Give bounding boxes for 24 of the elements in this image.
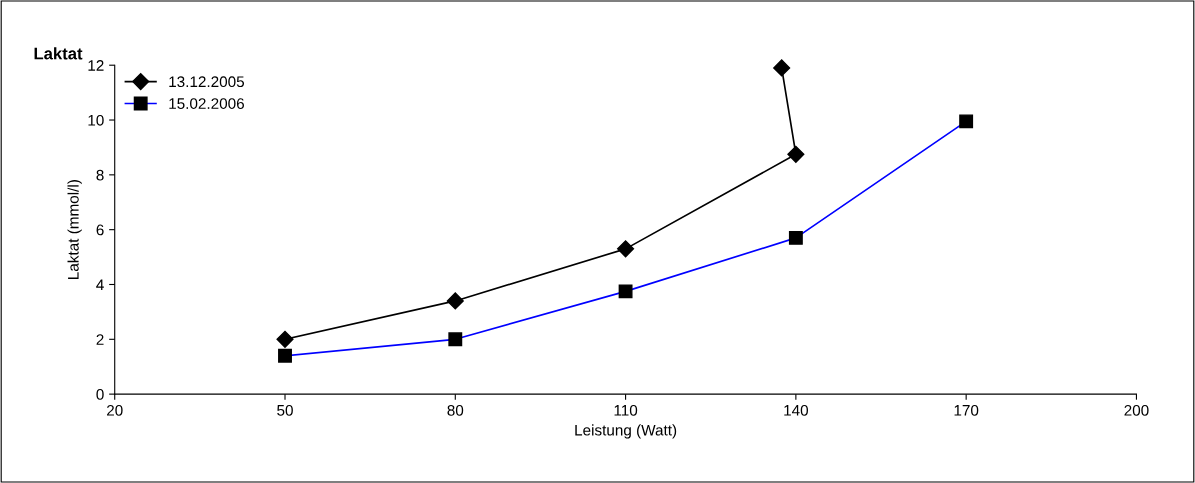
y-tick-label: 4 — [96, 279, 104, 291]
x-axis-title: Leistung (Watt) — [575, 424, 677, 439]
x-tick-label: 20 — [106, 404, 123, 416]
point — [276, 330, 294, 348]
point — [617, 240, 635, 258]
point — [787, 145, 805, 163]
point — [773, 59, 791, 77]
y-tick-label: 12 — [88, 60, 104, 71]
x-tick-label: 110 — [614, 404, 638, 416]
y-tick-label: 0 — [96, 389, 104, 400]
y-tick-label: 10 — [88, 114, 104, 126]
y-tick-label: 2 — [96, 334, 104, 345]
y-axis-title: Laktat (mmol/l) — [67, 180, 82, 279]
y-tick-label: 8 — [96, 169, 104, 181]
x-tick-label: 80 — [447, 404, 464, 416]
x-tick-label: 170 — [954, 404, 979, 416]
legend-label: 15.02.2006 — [169, 98, 244, 109]
legend-label: 13.12.2005 — [169, 76, 245, 88]
x-tick-label: 50 — [277, 404, 293, 416]
x-tick-label: 140 — [784, 404, 809, 416]
x-tick-label: 200 — [1124, 404, 1149, 416]
chart-title: Laktat — [34, 47, 83, 60]
y-tick-label: 6 — [96, 224, 104, 236]
point — [446, 292, 464, 310]
